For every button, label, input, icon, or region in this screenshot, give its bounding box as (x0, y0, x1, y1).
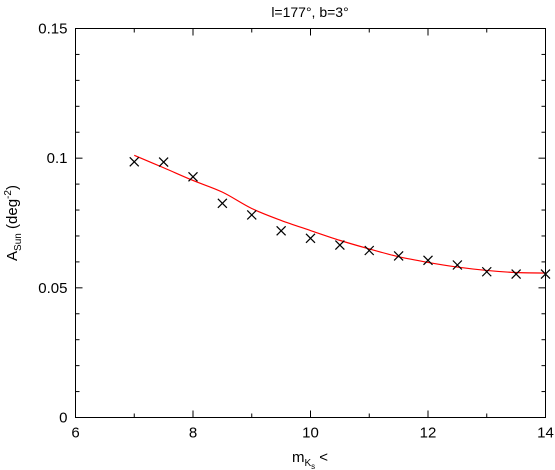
data-point-stroke (511, 269, 522, 280)
x-tick-label: 8 (189, 425, 197, 442)
x-axis-title-suffix: < (315, 449, 328, 466)
y-axis-title: ASun (deg-2) (3, 185, 24, 261)
data-point (334, 240, 345, 250)
data-markers (129, 156, 551, 280)
x-axis-title-main: m (292, 449, 305, 466)
data-point (481, 266, 492, 277)
data-point-stroke (188, 171, 198, 182)
data-point (452, 260, 463, 270)
x-tick-label: 10 (302, 425, 319, 442)
plot-frame (75, 28, 546, 418)
data-point-stroke (423, 255, 433, 266)
data-point-stroke (481, 266, 492, 277)
data-point-stroke (217, 198, 228, 209)
data-point-stroke (540, 269, 551, 280)
data-point-stroke (452, 260, 463, 270)
data-point-stroke (334, 240, 345, 250)
data-point-stroke (364, 245, 375, 256)
x-axis-title-sub1: K (304, 458, 311, 469)
data-point (158, 157, 169, 167)
y-axis-title-main: A (4, 251, 21, 261)
data-point-stroke (246, 210, 257, 220)
data-point (364, 245, 375, 256)
y-axis-title-close: ) (4, 185, 21, 190)
x-tick-label: 12 (420, 425, 437, 442)
x-tick-label: 6 (71, 425, 79, 442)
data-point (511, 269, 522, 280)
data-point (276, 225, 287, 236)
axis-ticks (75, 28, 546, 418)
data-point-stroke (129, 156, 140, 167)
axis-tick-labels: 6 8 10 12 14 0 0.05 0.1 0.15 (38, 21, 554, 442)
y-tick-label: 0.05 (38, 280, 67, 297)
y-tick-label: 0 (59, 410, 67, 427)
data-point (305, 233, 316, 244)
data-point (217, 198, 228, 209)
data-point (540, 269, 551, 280)
data-point-stroke (305, 233, 316, 244)
data-point-stroke (158, 157, 169, 167)
y-axis-title-sub: Sun (13, 233, 24, 251)
data-point (246, 210, 257, 220)
chart-title: l=177°, b=3° (271, 4, 348, 20)
data-point-stroke (393, 251, 404, 261)
data-point (393, 251, 404, 261)
y-tick-label: 0.1 (47, 150, 68, 167)
data-point-stroke (276, 225, 287, 236)
x-axis-title-sub2: s (311, 462, 315, 470)
y-axis-title-sup: -2 (3, 190, 14, 199)
y-axis-title-suffix: (deg (4, 199, 21, 233)
data-point (423, 255, 433, 266)
x-tick-label: 14 (537, 425, 554, 442)
data-point (129, 156, 140, 167)
data-point (188, 171, 198, 182)
fit-line (134, 154, 546, 274)
y-tick-label: 0.15 (38, 21, 67, 38)
x-axis-title: mKs < (292, 449, 328, 470)
